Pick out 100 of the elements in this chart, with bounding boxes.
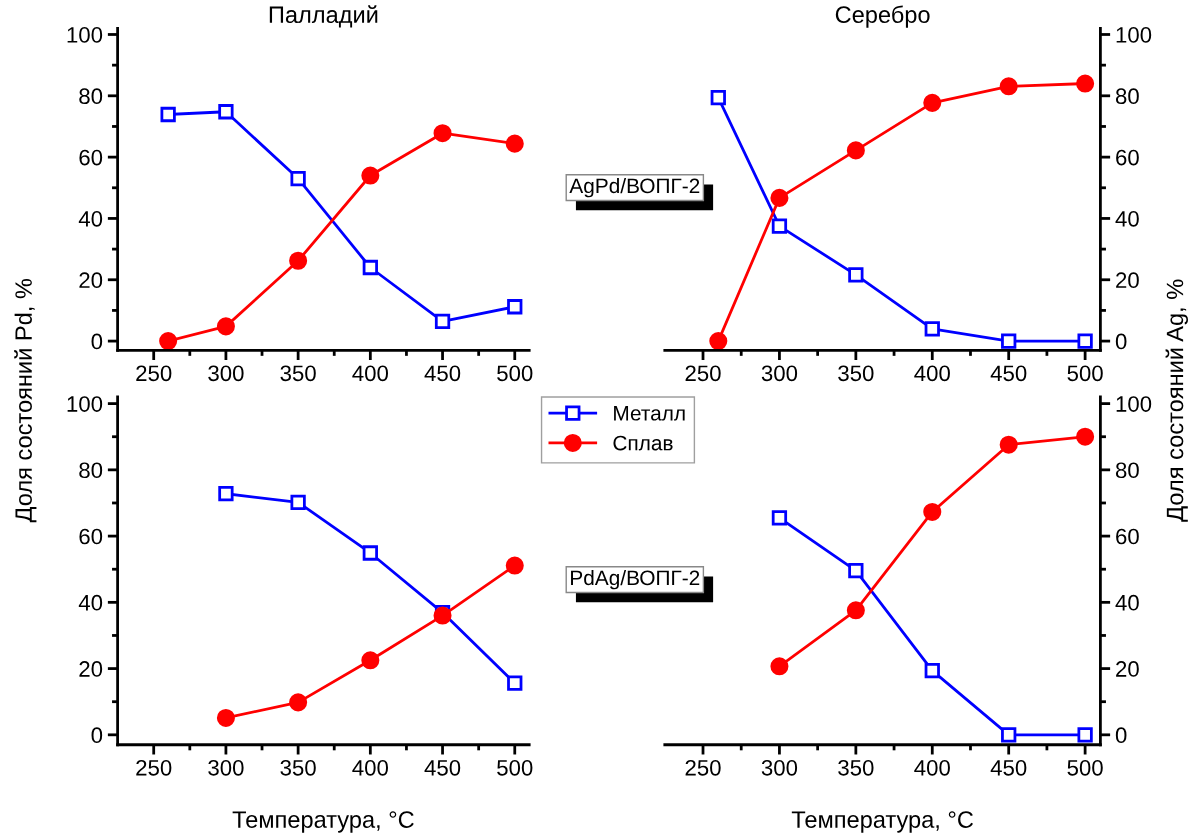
chart-title: Серебро	[835, 5, 930, 28]
point	[159, 332, 178, 351]
x-tick-label: 500	[497, 365, 533, 382]
y2-tick-label: 100	[1116, 396, 1152, 412]
y2-tick-label: 100	[1116, 27, 1152, 43]
point	[770, 188, 789, 207]
x-tick-label: 300	[208, 365, 244, 382]
y2-tick-label: 40	[1115, 594, 1139, 611]
y2-tick-label: 0	[1115, 333, 1127, 350]
point	[361, 651, 380, 670]
point	[505, 134, 524, 153]
y-tick-label: 40	[78, 594, 103, 611]
point	[846, 601, 865, 620]
x-tick-label: 450	[424, 759, 461, 776]
x-tick-label: 450	[990, 759, 1027, 776]
point	[1001, 333, 1017, 349]
x-tick-label: 300	[208, 759, 244, 776]
y2-tick-label: 80	[1115, 88, 1139, 105]
point	[290, 170, 306, 187]
x-tick-label: 400	[914, 365, 950, 382]
y-tick-label: 20	[79, 272, 103, 289]
point	[771, 218, 788, 234]
point	[923, 93, 942, 112]
x-tick-label: 400	[352, 365, 389, 382]
y-tick-label: 60	[79, 528, 103, 545]
point	[218, 104, 234, 120]
x-tick-label: 400	[352, 759, 389, 776]
y-tick-label: 60	[79, 149, 103, 166]
point	[289, 693, 308, 712]
point	[1077, 333, 1093, 349]
point	[218, 486, 234, 502]
y-tick-label: 0	[91, 333, 103, 350]
point	[160, 106, 176, 123]
x-tick-label: 300	[761, 759, 798, 776]
y-tick-label: 0	[91, 727, 103, 744]
y2-tick-label: 60	[1116, 149, 1139, 166]
x-tick-label: 500	[1067, 759, 1103, 776]
point	[507, 299, 523, 315]
legend-label: Сплав	[613, 435, 673, 451]
x-tick-label: 450	[424, 365, 461, 382]
x-tick-label: 250	[136, 759, 172, 776]
point	[507, 675, 523, 691]
y-tick-label: 80	[79, 88, 103, 105]
point	[362, 545, 378, 561]
point	[848, 562, 864, 579]
chart-title: Палладий	[269, 5, 378, 28]
point	[924, 662, 940, 679]
x-tick-label: 350	[838, 759, 874, 776]
y-tick-label: 100	[67, 27, 103, 43]
x-tick-label: 350	[280, 759, 316, 776]
x-tick-label: 400	[914, 759, 950, 776]
point	[433, 124, 452, 143]
annotation: PdAg/ВОПГ-2	[571, 569, 700, 590]
point	[1076, 74, 1095, 93]
point	[709, 332, 728, 351]
point	[923, 502, 942, 521]
point	[290, 494, 306, 510]
point	[1076, 427, 1095, 446]
y2-axis-title: Доля состояний Ag, %	[1165, 279, 1188, 522]
y2-tick-label: 20	[1116, 272, 1139, 289]
x-tick-label: 500	[497, 759, 533, 776]
x-tick-label: 250	[136, 365, 172, 382]
y2-tick-label: 40	[1115, 210, 1139, 227]
x-tick-label: 250	[685, 759, 721, 776]
annotation: AgPd/ВОПГ-2	[569, 177, 700, 198]
point	[361, 166, 380, 185]
point	[289, 251, 308, 270]
point	[924, 321, 940, 337]
x-tick-label: 350	[280, 365, 316, 382]
y-tick-label: 20	[79, 661, 103, 677]
x-tick-label: 350	[838, 365, 874, 382]
point	[216, 708, 235, 727]
x-axis-title: Температура, °C	[791, 811, 974, 833]
point	[771, 510, 788, 526]
y2-tick-label: 20	[1116, 661, 1139, 677]
y2-tick-label: 80	[1115, 462, 1139, 479]
point	[362, 259, 378, 276]
point	[1001, 727, 1017, 743]
x-tick-label: 450	[990, 365, 1027, 382]
y-axis-title: Доля состояний Pd, %	[14, 278, 37, 523]
y2-tick-label: 60	[1116, 528, 1139, 545]
x-axis-title: Температура, °C	[232, 811, 414, 833]
point	[848, 267, 864, 283]
y-tick-label: 80	[79, 462, 103, 479]
point	[434, 313, 451, 330]
point	[433, 606, 452, 625]
point	[1077, 727, 1093, 743]
point	[770, 657, 789, 676]
point	[999, 77, 1018, 96]
x-tick-label: 300	[761, 365, 798, 382]
legend-label: Металл	[614, 406, 685, 421]
point	[846, 141, 865, 160]
point	[999, 435, 1018, 454]
y-tick-label: 100	[67, 396, 103, 412]
point	[710, 90, 726, 106]
point	[505, 556, 524, 575]
y-tick-label: 40	[78, 210, 103, 227]
x-tick-label: 250	[685, 365, 721, 382]
x-tick-label: 500	[1067, 365, 1103, 382]
y2-tick-label: 0	[1115, 727, 1127, 744]
